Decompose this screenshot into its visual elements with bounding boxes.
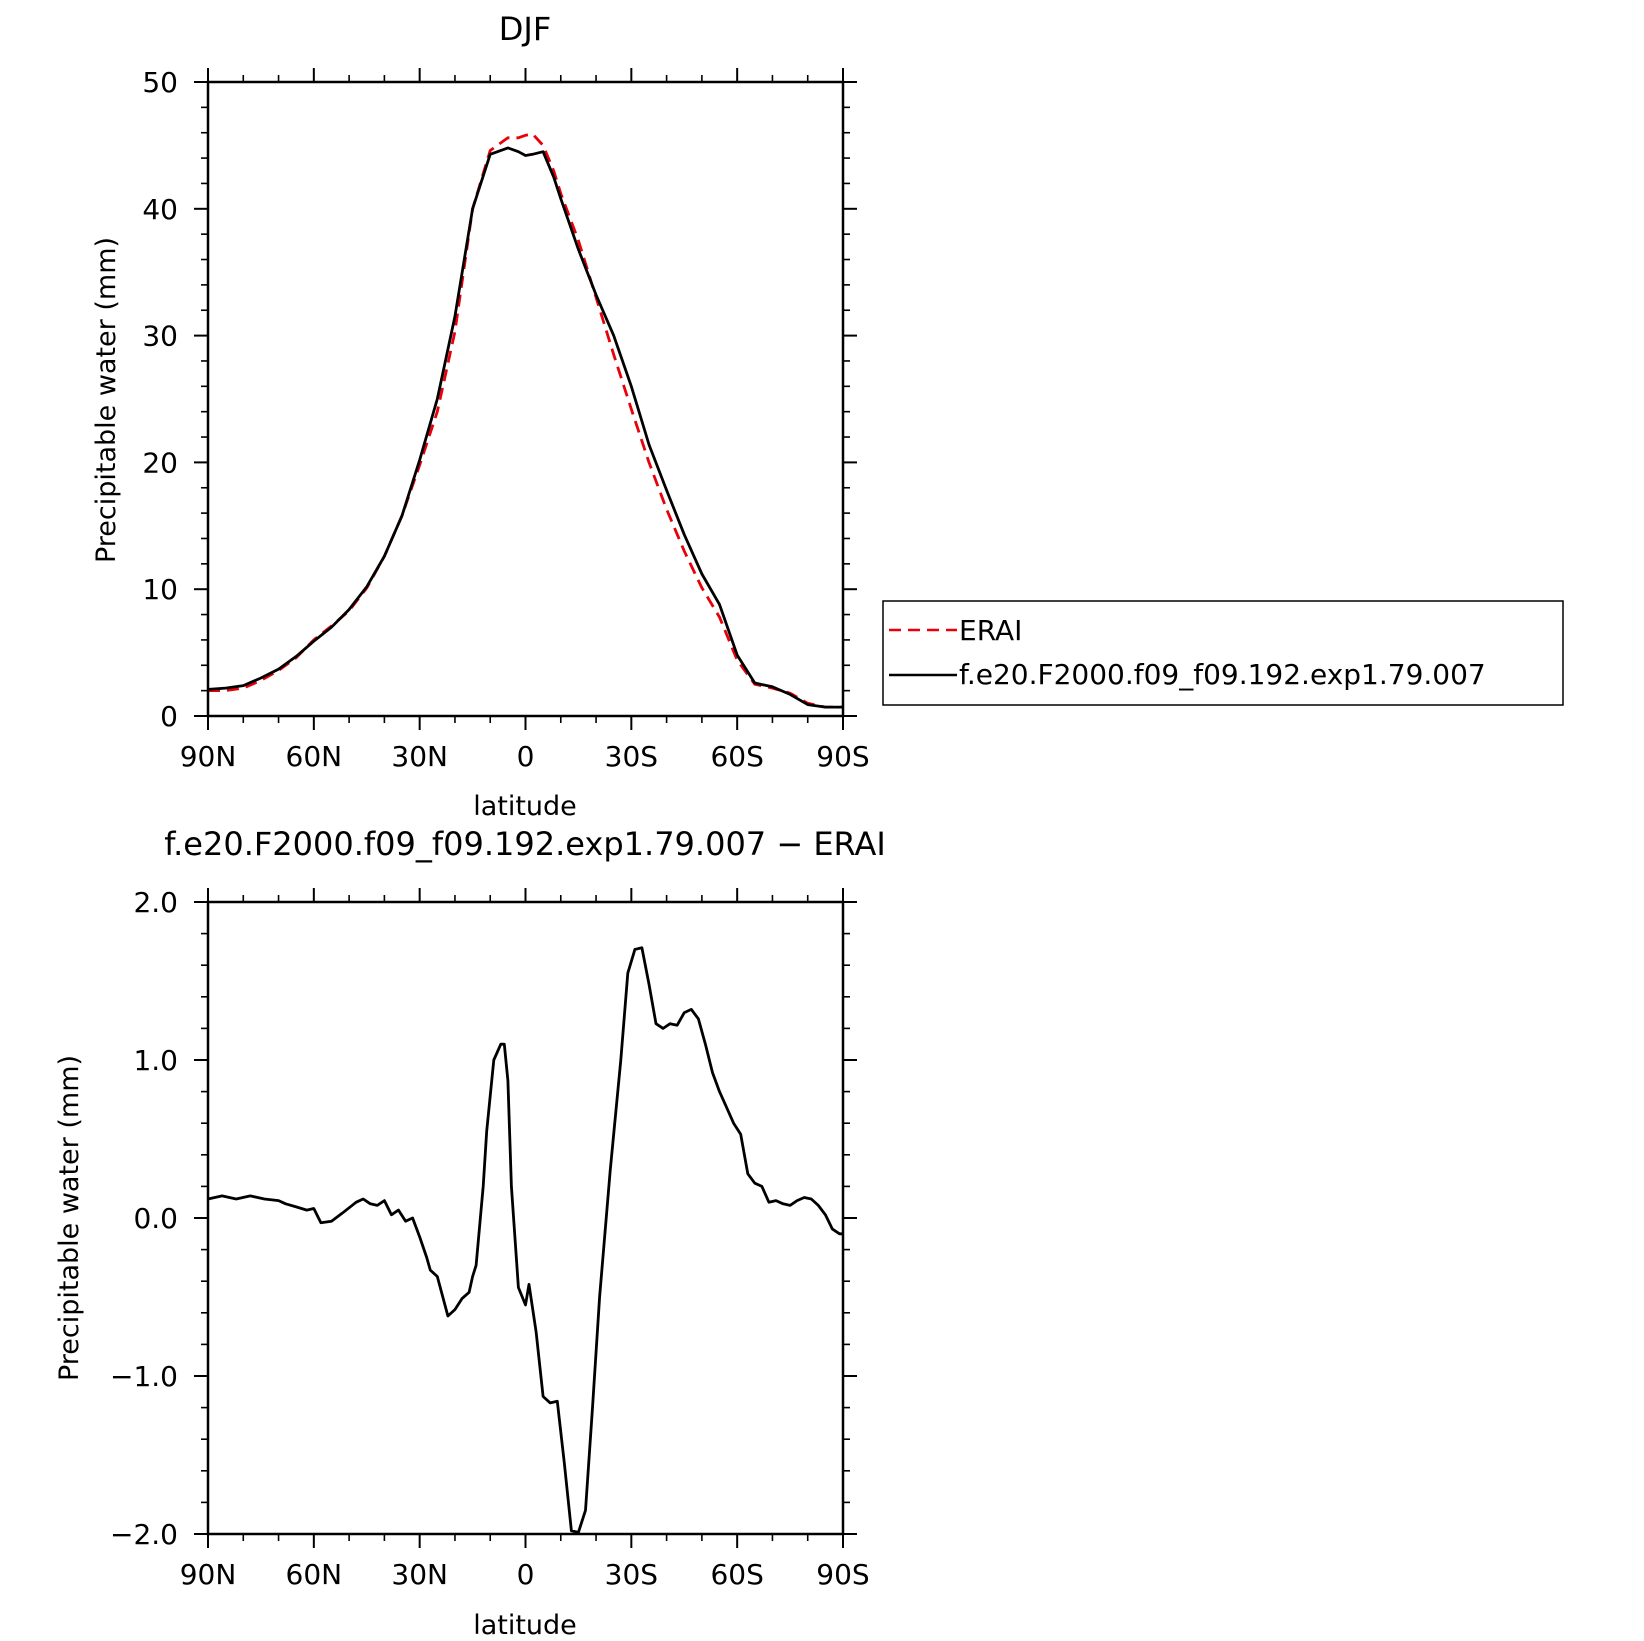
top-xtick-label: 30S	[605, 740, 658, 773]
top-xtick-label: 60S	[710, 740, 763, 773]
bottom-ytick-label: 1.0	[133, 1044, 178, 1077]
top-series-line-0	[208, 132, 843, 709]
bottom-title: f.e20.F2000.f09_f09.192.exp1.79.007 − ER…	[164, 825, 886, 863]
top-plot-frame	[206, 80, 845, 718]
top-ytick-label: 50	[142, 66, 178, 99]
bottom-ylabel: Precipitable water (mm)	[54, 1055, 85, 1381]
top-ytick-label: 20	[142, 446, 178, 479]
bottom-plot-frame	[206, 900, 845, 1536]
bottom-ytick-label: 0.0	[133, 1202, 178, 1235]
top-series-layer	[207, 132, 843, 709]
top-ylabel: Precipitable water (mm)	[91, 237, 122, 563]
bottom-xtick-label: 60N	[286, 1558, 343, 1591]
top-xtick-label: 90N	[180, 740, 237, 773]
bottom-ticks-layer: 90N 60N 30N 0 30S 60S 90S 2.0 1.0 0.0 −1.0 −2.0	[110, 886, 870, 1591]
top-xtick-label: 0	[517, 740, 535, 773]
top-ticks-layer: 90N 60N 30N 0 30S 60S 90S 0 10 20 30 40 50	[142, 66, 869, 773]
top-xtick-label: 30N	[391, 740, 448, 773]
top-ytick-label: 30	[142, 320, 178, 353]
top-xlabel: latitude	[473, 791, 577, 822]
bottom-xtick-label: 60S	[710, 1558, 763, 1591]
top-xtick-label: 60N	[286, 740, 343, 773]
bottom-xtick-label: 90N	[180, 1558, 237, 1591]
top-ytick-label: 0	[160, 700, 178, 733]
top-ytick-label: 40	[142, 193, 178, 226]
bottom-series-layer	[207, 946, 843, 1534]
legend-label-model: f.e20.F2000.f09_f09.192.exp1.79.007	[959, 658, 1486, 691]
bottom-ytick-label: 2.0	[133, 886, 178, 919]
bottom-xlabel: latitude	[473, 1610, 577, 1641]
top-title: DJF	[499, 10, 551, 48]
bottom-xtick-label: 90S	[816, 1558, 869, 1591]
top-series-line-1	[207, 146, 843, 709]
bottom-xtick-label: 30N	[391, 1558, 448, 1591]
bottom-xtick-label: 30S	[605, 1558, 658, 1591]
legend: ERAI f.e20.F2000.f09_f09.192.exp1.79.007	[882, 600, 1564, 706]
bottom-xtick-label: 0	[517, 1558, 535, 1591]
legend-label-erai: ERAI	[959, 614, 1022, 647]
bottom-ytick-label: −2.0	[110, 1518, 178, 1551]
bottom-series-line-0	[207, 946, 843, 1534]
panel-top: DJF 90N 60N 30N 0 30S 60S 90S 0 10 20 30 40 50 latit…	[91, 10, 870, 822]
top-ytick-label: 10	[142, 573, 178, 606]
panel-bottom: f.e20.F2000.f09_f09.192.exp1.79.007 − ER…	[54, 825, 886, 1641]
top-xtick-label: 90S	[816, 740, 869, 773]
bottom-ytick-label: −1.0	[110, 1360, 178, 1393]
legend-box	[882, 600, 1564, 706]
